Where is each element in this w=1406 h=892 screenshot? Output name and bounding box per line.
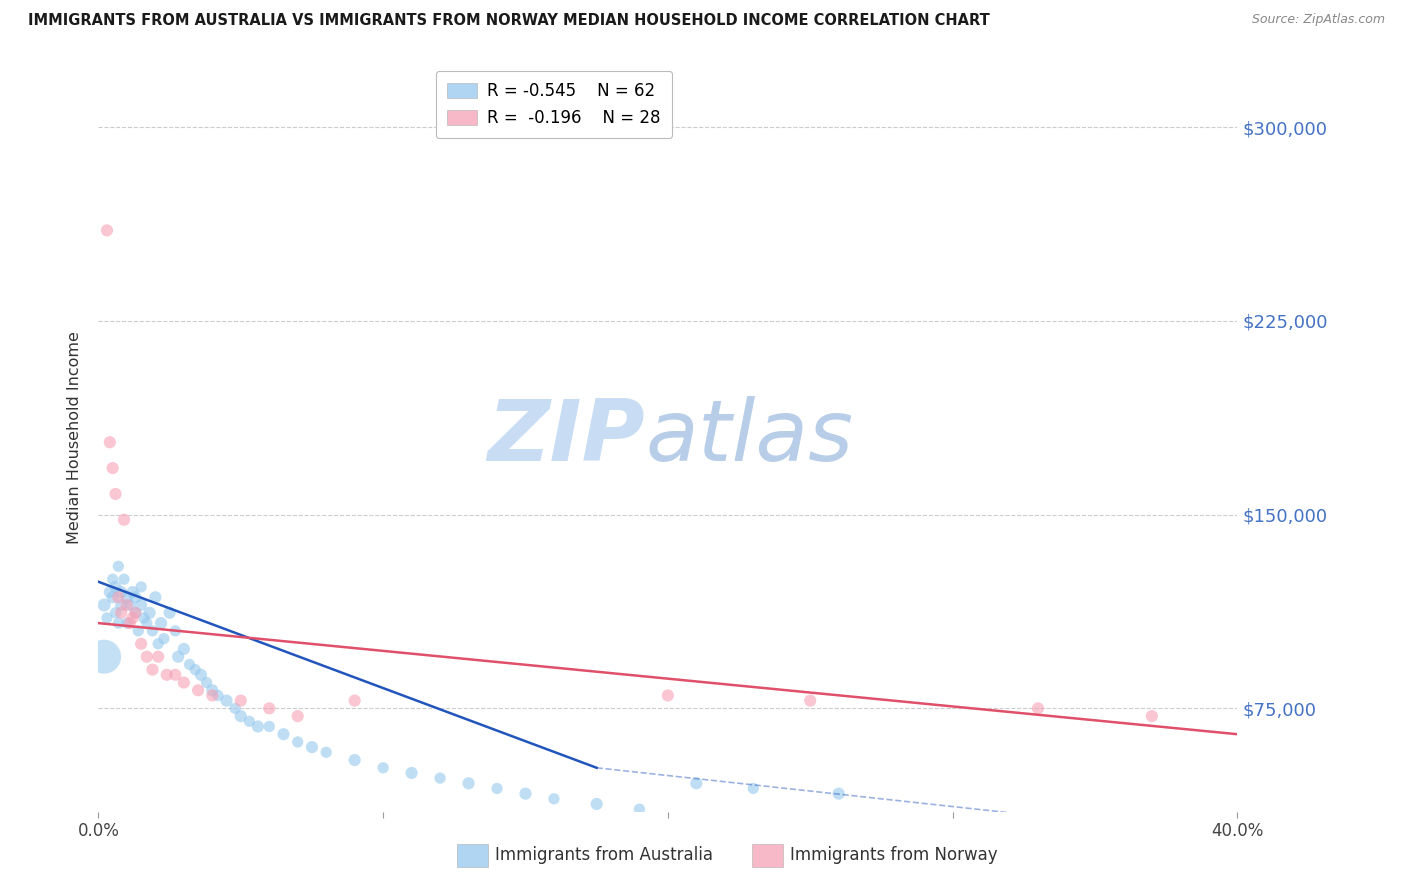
Point — [141, 624, 163, 638]
Point — [799, 693, 821, 707]
Point — [118, 598, 141, 612]
Point — [124, 606, 146, 620]
Point — [96, 611, 118, 625]
Point — [187, 683, 209, 698]
Point — [190, 667, 212, 681]
Point — [1026, 701, 1049, 715]
Point — [1140, 709, 1163, 723]
Point — [98, 585, 121, 599]
Point — [201, 683, 224, 698]
Point — [229, 693, 252, 707]
Point — [685, 776, 707, 790]
Point — [115, 598, 138, 612]
Point — [585, 797, 607, 811]
Point — [98, 435, 121, 450]
Point — [153, 632, 176, 646]
Text: atlas: atlas — [645, 395, 853, 479]
Point — [101, 591, 124, 605]
Point — [229, 709, 252, 723]
Point — [401, 766, 423, 780]
Point — [457, 776, 479, 790]
Point — [138, 606, 160, 620]
Point — [107, 616, 129, 631]
Point — [259, 719, 281, 733]
Point — [124, 606, 146, 620]
Text: Immigrants from Australia: Immigrants from Australia — [495, 847, 713, 864]
Point — [112, 513, 135, 527]
Point — [141, 663, 163, 677]
Point — [135, 616, 157, 631]
Point — [273, 727, 295, 741]
Point — [110, 585, 132, 599]
Point — [129, 580, 152, 594]
Point — [129, 637, 152, 651]
Point — [115, 591, 138, 605]
Point — [148, 649, 170, 664]
Point — [343, 753, 366, 767]
Point — [315, 745, 337, 759]
Point — [179, 657, 201, 672]
Point — [156, 667, 179, 681]
Point — [121, 611, 143, 625]
Point — [132, 611, 155, 625]
Point — [259, 701, 281, 715]
Point — [207, 689, 229, 703]
Point — [110, 606, 132, 620]
Point — [112, 572, 135, 586]
Point — [145, 591, 167, 605]
Point — [150, 616, 173, 631]
Point — [110, 598, 132, 612]
Point — [167, 649, 190, 664]
Point — [657, 689, 679, 703]
Point — [628, 802, 651, 816]
Point — [104, 606, 127, 620]
Point — [104, 580, 127, 594]
Point — [742, 781, 765, 796]
Point — [287, 709, 309, 723]
Text: Immigrants from Norway: Immigrants from Norway — [790, 847, 998, 864]
Point — [301, 740, 323, 755]
Point — [118, 616, 141, 631]
Point — [165, 667, 187, 681]
Text: Source: ZipAtlas.com: Source: ZipAtlas.com — [1251, 13, 1385, 27]
Point — [173, 675, 195, 690]
Point — [173, 642, 195, 657]
Point — [93, 649, 115, 664]
Point — [148, 637, 170, 651]
Point — [287, 735, 309, 749]
Point — [96, 223, 118, 237]
Point — [101, 572, 124, 586]
Point — [127, 624, 149, 638]
Point — [543, 792, 565, 806]
Point — [238, 714, 260, 729]
Point — [184, 663, 207, 677]
Point — [159, 606, 181, 620]
Point — [129, 598, 152, 612]
Point — [215, 693, 238, 707]
Point — [121, 585, 143, 599]
Point — [115, 616, 138, 631]
Point — [515, 787, 537, 801]
Point — [107, 591, 129, 605]
Text: IMMIGRANTS FROM AUSTRALIA VS IMMIGRANTS FROM NORWAY MEDIAN HOUSEHOLD INCOME CORR: IMMIGRANTS FROM AUSTRALIA VS IMMIGRANTS … — [28, 13, 990, 29]
Point — [101, 461, 124, 475]
Point — [107, 559, 129, 574]
Point — [201, 689, 224, 703]
Point — [828, 787, 851, 801]
Point — [343, 693, 366, 707]
Point — [135, 649, 157, 664]
Legend: R = -0.545    N = 62, R =  -0.196    N = 28: R = -0.545 N = 62, R = -0.196 N = 28 — [436, 70, 672, 138]
Point — [165, 624, 187, 638]
Point — [93, 598, 115, 612]
Point — [429, 771, 451, 785]
Text: ZIP: ZIP — [488, 395, 645, 479]
Point — [195, 675, 218, 690]
Point — [124, 591, 146, 605]
Point — [246, 719, 269, 733]
Point — [373, 761, 395, 775]
Point — [486, 781, 509, 796]
Point — [104, 487, 127, 501]
Point — [224, 701, 246, 715]
Y-axis label: Median Household Income: Median Household Income — [67, 331, 83, 543]
